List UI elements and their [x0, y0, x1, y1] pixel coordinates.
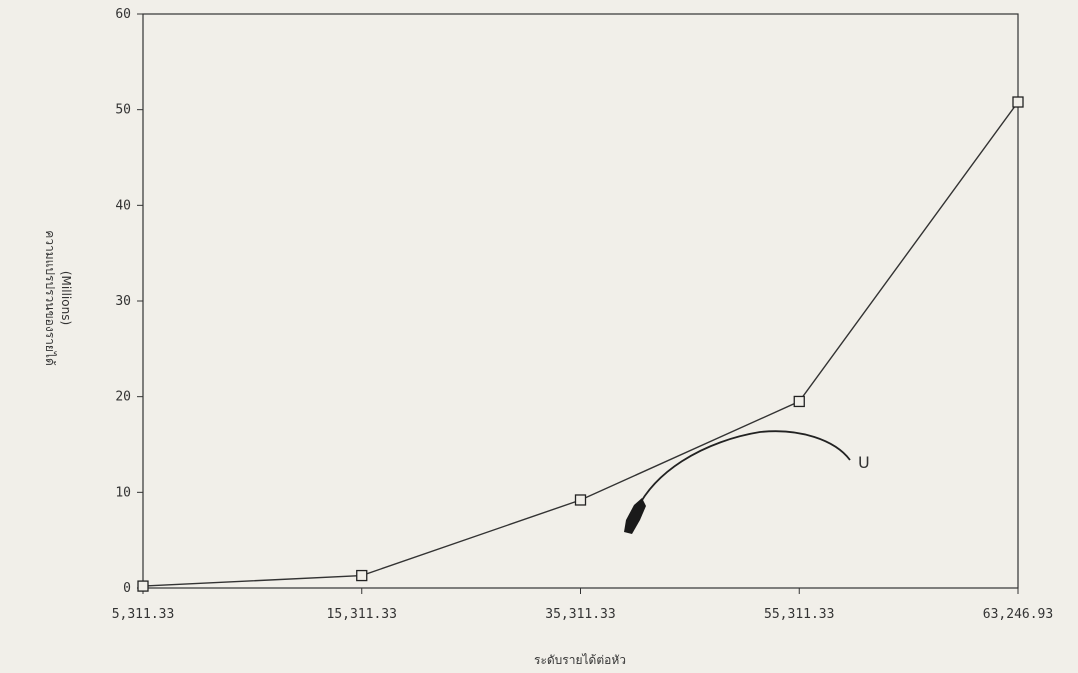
x-tick-label: 15,311.33: [327, 607, 397, 622]
x-tick-label: 63,246.93: [983, 607, 1053, 622]
data-point-marker: [793, 395, 805, 408]
annotation-blot: [624, 498, 646, 534]
x-tick-label: 5,311.33: [112, 607, 175, 622]
y-ticks: 0 10 20 30 40 50 60: [115, 7, 143, 596]
x-axis-title: ระดับรายได้ต่อหัว: [534, 653, 626, 667]
data-point-marker: [356, 569, 368, 582]
series-group: [137, 96, 1024, 592]
y-tick-label: 10: [115, 485, 131, 500]
x-tick-label: 35,311.33: [545, 607, 615, 622]
y-tick-label: 40: [115, 198, 131, 213]
series-line: [142, 101, 1019, 587]
y-tick-label: 60: [115, 7, 131, 22]
annotation-curve: [629, 430, 851, 529]
y-tick-label: 0: [123, 581, 131, 596]
data-point-marker: [137, 580, 149, 592]
x-tick-label: 55,311.33: [764, 607, 834, 622]
y-axis-label: ความแปรปรวนของรายได้: [43, 230, 57, 366]
y-axis-units: (Millions): [59, 271, 73, 325]
y-tick-label: 50: [115, 103, 131, 118]
data-point-marker: [1012, 96, 1024, 108]
x-ticks: 5,311.33 15,311.33 35,311.33 55,311.33 63,24…: [112, 588, 1053, 622]
y-tick-label: 30: [115, 294, 131, 309]
y-axis-title: ความแปรปรวนของรายได้ (Millions): [43, 230, 73, 366]
annotation-label: U: [858, 453, 870, 472]
y-tick-label: 20: [115, 390, 131, 405]
data-point-marker: [574, 494, 587, 506]
